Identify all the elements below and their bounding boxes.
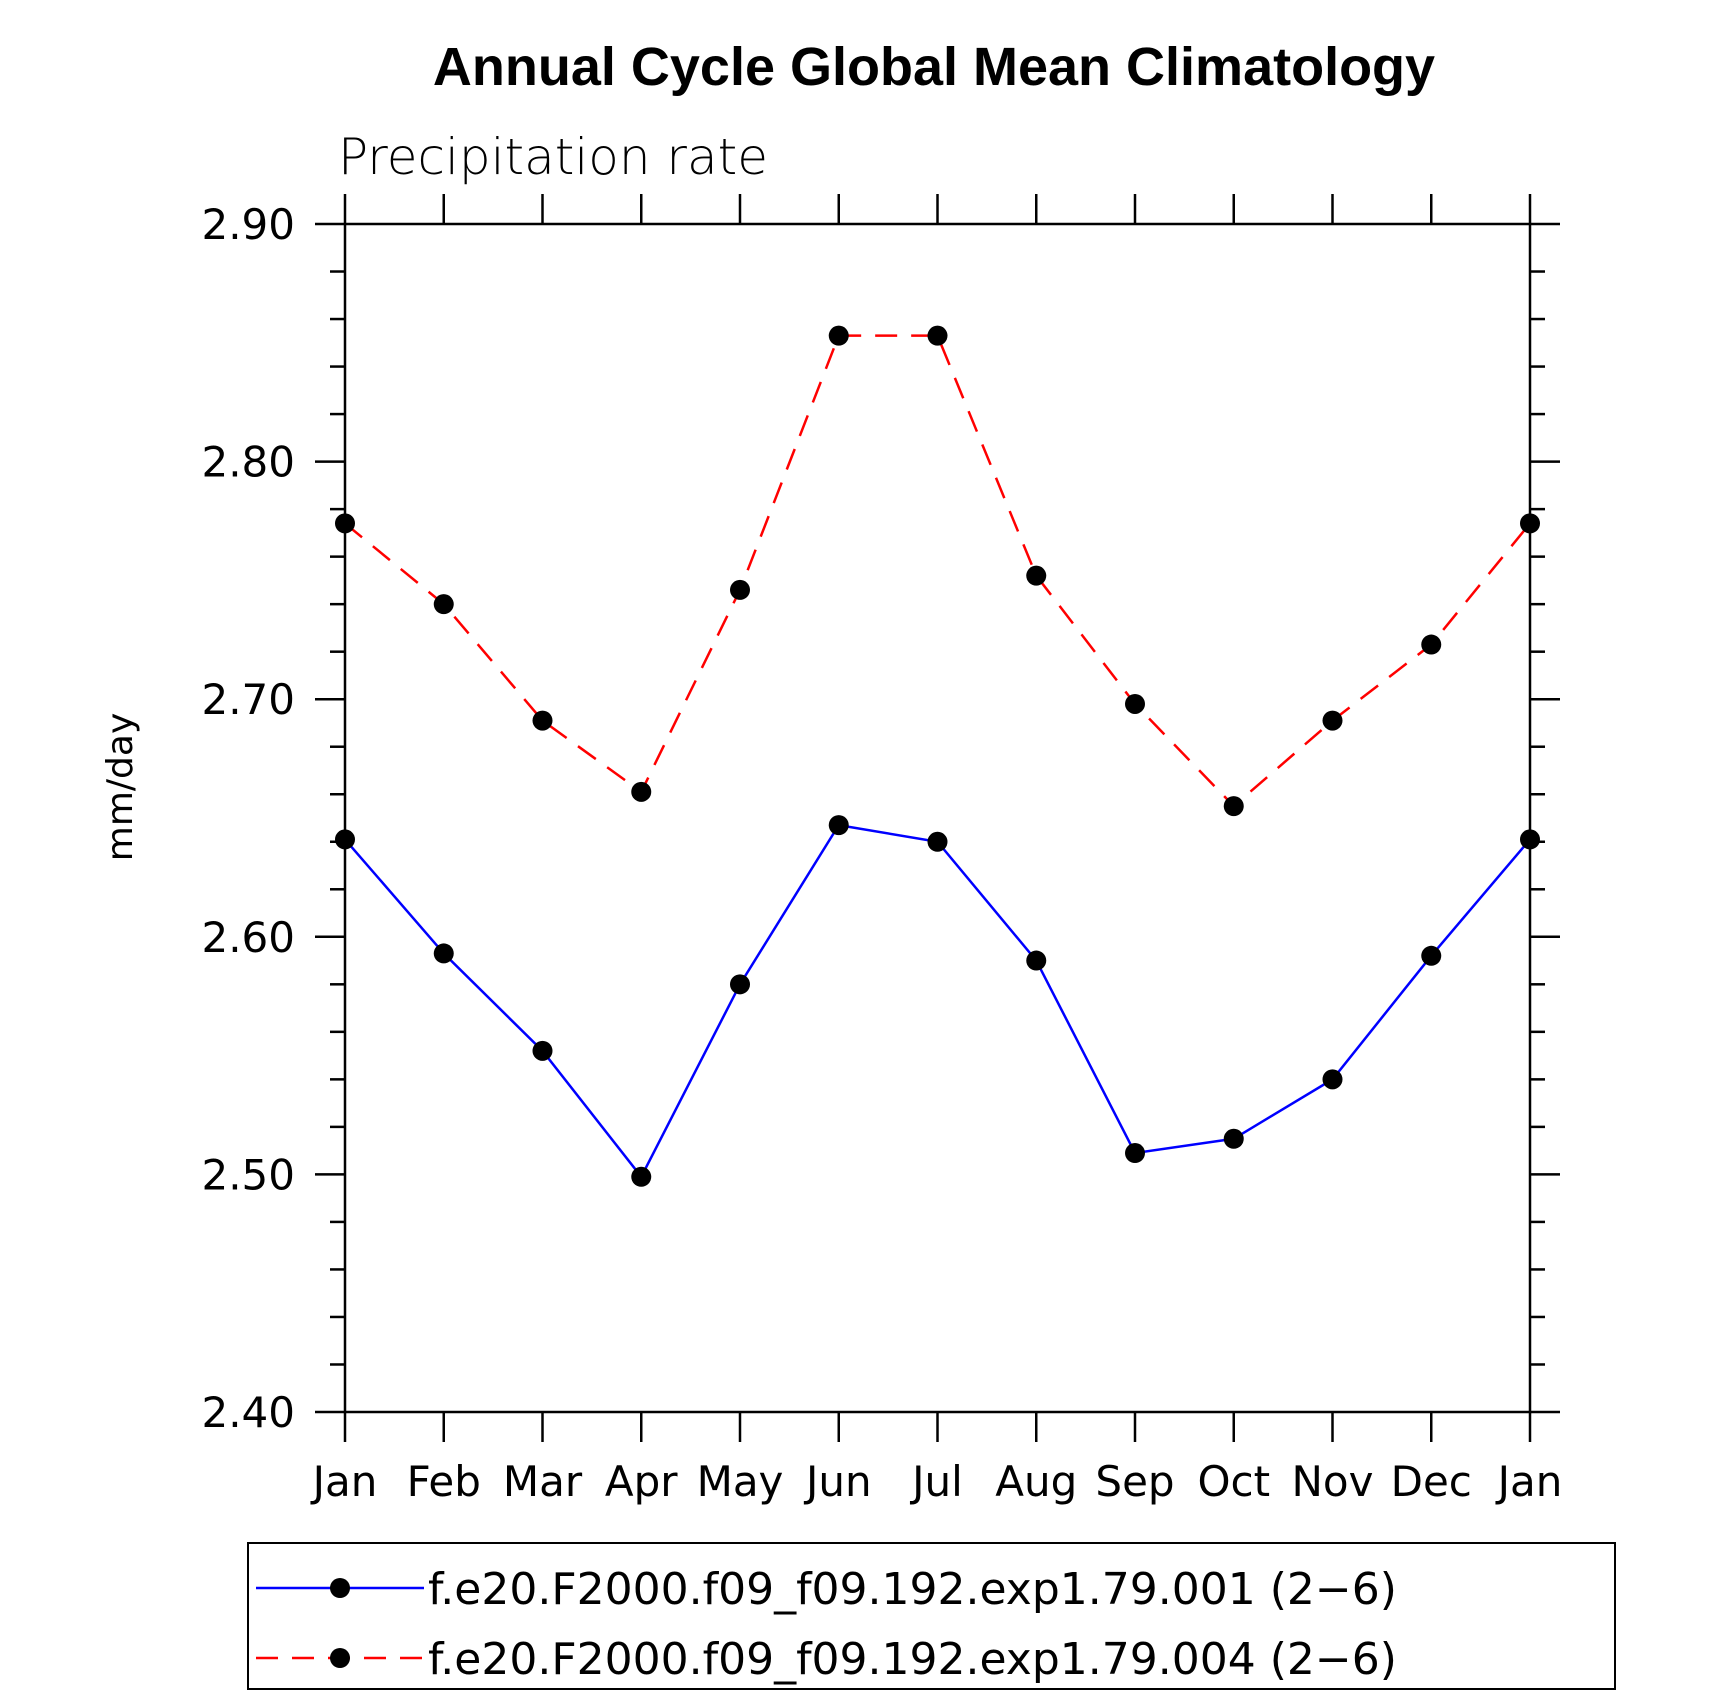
data-point-series-2 <box>433 594 454 615</box>
y-tick-label: 2.50 <box>201 1150 295 1199</box>
data-point-series-2 <box>828 325 849 346</box>
y-tick-label: 2.90 <box>201 200 295 249</box>
x-tick-label: Jan <box>1495 1457 1563 1506</box>
x-tick-label: Mar <box>503 1457 583 1506</box>
y-tick-label: 2.60 <box>201 913 295 962</box>
x-tick-label: Jul <box>909 1457 963 1506</box>
x-tick-label: Apr <box>605 1457 678 1506</box>
data-point-series-1 <box>828 815 849 836</box>
data-point-series-1 <box>433 943 454 964</box>
x-tick-label: May <box>697 1457 784 1506</box>
chart-subtitle: Precipitation rate <box>338 128 768 186</box>
data-point-series-2 <box>532 710 553 731</box>
data-point-series-1 <box>1125 1143 1145 1164</box>
series-line-2 <box>344 334 1531 808</box>
data-point-series-2 <box>1520 513 1540 534</box>
x-tick-label: Jun <box>803 1457 872 1506</box>
x-tick-label: Jan <box>310 1457 378 1506</box>
x-tick-label: Oct <box>1197 1457 1270 1506</box>
data-point-series-2 <box>335 513 355 534</box>
plot-frame <box>343 222 1532 1414</box>
y-tick-label: 2.70 <box>201 675 295 724</box>
y-tick-label: 2.40 <box>201 1388 295 1437</box>
chart-title: Annual Cycle Global Mean Climatology <box>433 37 1435 97</box>
legend-marker-series-2 <box>330 1648 350 1668</box>
data-point-series-1 <box>631 1166 652 1187</box>
y-axis-label: mm/day <box>100 713 141 861</box>
data-point-series-1 <box>730 974 750 995</box>
data-point-series-1 <box>335 829 355 850</box>
legend: f.e20.F2000.f09_f09.192.exp1.79.001 (2−6… <box>247 1542 1616 1690</box>
data-point-series-2 <box>631 781 652 802</box>
data-point-series-2 <box>1026 565 1047 586</box>
data-point-series-2 <box>730 579 750 600</box>
data-point-series-1 <box>1223 1128 1244 1149</box>
x-tick-label: Dec <box>1391 1457 1472 1506</box>
data-point-series-2 <box>1125 693 1145 714</box>
x-tick-label: Sep <box>1095 1457 1174 1506</box>
legend-label-series-2: f.e20.F2000.f09_f09.192.exp1.79.004 (2−6… <box>428 1634 1397 1685</box>
x-tick-label: Feb <box>407 1457 481 1506</box>
data-point-series-1 <box>1322 1069 1343 1090</box>
series-line-1 <box>344 823 1531 1180</box>
legend-label-series-1: f.e20.F2000.f09_f09.192.exp1.79.001 (2−6… <box>428 1564 1397 1615</box>
legend-box <box>247 1542 1616 1690</box>
data-point-series-1 <box>532 1040 553 1061</box>
data-point-series-1 <box>927 831 948 852</box>
data-point-series-2 <box>1421 634 1442 655</box>
axes <box>315 194 1560 1442</box>
x-tick-label: Nov <box>1292 1457 1374 1506</box>
data-point-series-1 <box>1421 945 1442 966</box>
data-point-series-2 <box>927 325 948 346</box>
tick-labels: Jan Feb Mar Apr May Jun Jul Aug Sep Oct Nov Dec Jan 2… <box>201 200 1562 1506</box>
data-point-series-2 <box>1223 796 1244 817</box>
data-point-series-1 <box>1026 950 1047 971</box>
series-layer <box>335 325 1540 1187</box>
data-point-series-2 <box>1322 710 1343 731</box>
y-tick-label: 2.80 <box>201 438 295 487</box>
data-point-series-1 <box>1520 829 1540 850</box>
legend-marker-series-1 <box>330 1578 350 1598</box>
x-tick-label: Aug <box>995 1457 1077 1506</box>
